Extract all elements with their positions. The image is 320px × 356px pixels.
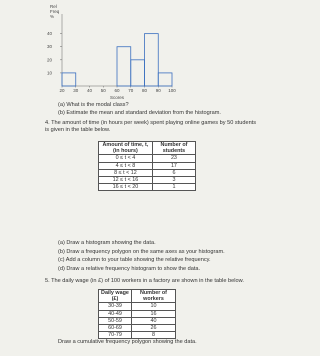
y-axis-label: Rel: [50, 4, 57, 9]
row: 30-39 10: [98, 302, 177, 311]
x-tick-label: 20: [59, 88, 65, 93]
cell: 8: [130, 331, 177, 340]
x-tick-label: 40: [87, 88, 93, 93]
row: 60-69 26: [98, 324, 177, 333]
bar: [116, 46, 132, 87]
cell: 3: [151, 176, 197, 185]
x-tick-label: 90: [156, 88, 162, 93]
row: 40-49 16: [98, 309, 177, 318]
cell: 70-79: [98, 331, 132, 340]
cell: 50-59: [98, 316, 132, 326]
header-cell: Daily wage (£): [98, 288, 132, 304]
row: 70-79 8: [98, 331, 177, 340]
header-row: Amount of time, t, (in hours) Number of s…: [98, 140, 197, 156]
q5-text: 5. The daily wage (in £) of 100 workers …: [45, 278, 244, 284]
cell: 40: [130, 316, 177, 326]
bar: [61, 72, 77, 87]
x-axis-label: Scores: [110, 95, 125, 100]
q4-text: 4. The amount of time (in hours per week…: [45, 120, 257, 133]
cell: 16 ≤ t < 20: [98, 183, 153, 192]
y-tick-label: 20: [47, 57, 53, 62]
cell: 16: [130, 309, 177, 318]
cell: 26: [130, 324, 177, 333]
y-axis-label: %: [50, 14, 54, 19]
q5-table: Daily wage (£) Number of workers 30-39 10 40…: [98, 288, 177, 340]
x-tick-label: 100: [168, 88, 176, 93]
bar: [144, 33, 159, 87]
cell: 8 ≤ t < 12: [98, 168, 153, 178]
y-tick-label: 40: [47, 31, 53, 36]
cell: 6: [151, 168, 197, 178]
row: 0 ≤ t < 4 23: [98, 154, 197, 163]
y-tick-label: 10: [47, 70, 53, 75]
header-row: Daily wage (£) Number of workers: [98, 288, 177, 304]
cell: 40-49: [98, 309, 132, 318]
row: 4 ≤ t < 8 17: [98, 161, 197, 170]
bar: [157, 72, 173, 87]
q4-table: Amount of time, t, (in hours) Number of s…: [98, 140, 197, 192]
q4-part: (a) Draw a histogram showing the data.: [58, 240, 156, 246]
bar: [130, 59, 145, 87]
x-tick-label: 30: [73, 88, 79, 93]
header-cell: Number of students: [151, 140, 197, 156]
row: 8 ≤ t < 12 6: [98, 168, 197, 178]
x-tick-label: 60: [114, 88, 120, 93]
row: 12 ≤ t < 16 3: [98, 176, 197, 185]
y-tick-label: 30: [47, 44, 53, 49]
header-cell: Number of workers: [130, 288, 177, 304]
cell: 0 ≤ t < 4: [98, 154, 153, 163]
cell: 30-39: [98, 302, 132, 311]
row: 50-59 40: [98, 316, 177, 326]
cell: 1: [151, 183, 197, 192]
cell: 60-69: [98, 324, 132, 333]
q4-part: (b) Draw a frequency polygon on the same…: [58, 248, 225, 255]
y-axis-label: Freq: [50, 9, 60, 14]
q3-part: (a) What is the modal class?: [58, 102, 129, 108]
cell: 23: [151, 154, 197, 163]
cell: 12 ≤ t < 16: [98, 176, 153, 185]
x-tick-label: 70: [128, 88, 134, 93]
header-cell: Amount of time, t, (in hours): [98, 140, 153, 156]
cell: 4 ≤ t < 8: [98, 161, 153, 170]
q4-part: (c) Add a column to your table showing t…: [58, 257, 211, 263]
x-tick-label: 50: [101, 88, 107, 93]
page: Rel Freq% Scores 10 20 30 40 20 30 40 50 60 70 80 90 10…: [45, 4, 257, 345]
q3-part: (b) Estimate the mean and standard devia…: [58, 110, 221, 116]
cell: 17: [151, 161, 197, 170]
cell: 10: [130, 302, 177, 311]
q4-part: (d) Draw a relative frequency histogram …: [58, 265, 201, 272]
q5-instruction: Draw a cumulative frequency polygon show…: [58, 339, 197, 345]
x-tick-label: 80: [142, 88, 148, 93]
row: 16 ≤ t < 20 1: [98, 183, 197, 192]
